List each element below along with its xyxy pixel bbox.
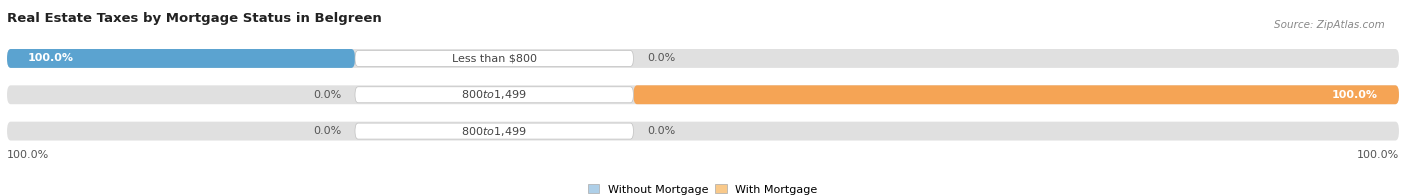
FancyBboxPatch shape: [354, 87, 633, 103]
FancyBboxPatch shape: [7, 122, 1399, 141]
Text: 100.0%: 100.0%: [7, 150, 49, 160]
Text: 0.0%: 0.0%: [314, 90, 342, 100]
FancyBboxPatch shape: [7, 49, 354, 68]
Text: Real Estate Taxes by Mortgage Status in Belgreen: Real Estate Taxes by Mortgage Status in …: [7, 13, 382, 25]
Text: Less than $800: Less than $800: [451, 54, 537, 64]
Legend: Without Mortgage, With Mortgage: Without Mortgage, With Mortgage: [583, 180, 823, 196]
Text: $800 to $1,499: $800 to $1,499: [461, 88, 527, 101]
FancyBboxPatch shape: [354, 50, 633, 66]
FancyBboxPatch shape: [7, 85, 1399, 104]
Text: 0.0%: 0.0%: [314, 126, 342, 136]
Text: Source: ZipAtlas.com: Source: ZipAtlas.com: [1274, 20, 1385, 30]
FancyBboxPatch shape: [7, 49, 1399, 68]
Text: 100.0%: 100.0%: [1331, 90, 1378, 100]
Text: 100.0%: 100.0%: [1357, 150, 1399, 160]
Text: $800 to $1,499: $800 to $1,499: [461, 125, 527, 138]
Text: 0.0%: 0.0%: [647, 54, 675, 64]
FancyBboxPatch shape: [354, 123, 633, 139]
Text: 0.0%: 0.0%: [647, 126, 675, 136]
Text: 100.0%: 100.0%: [28, 54, 75, 64]
FancyBboxPatch shape: [633, 85, 1399, 104]
